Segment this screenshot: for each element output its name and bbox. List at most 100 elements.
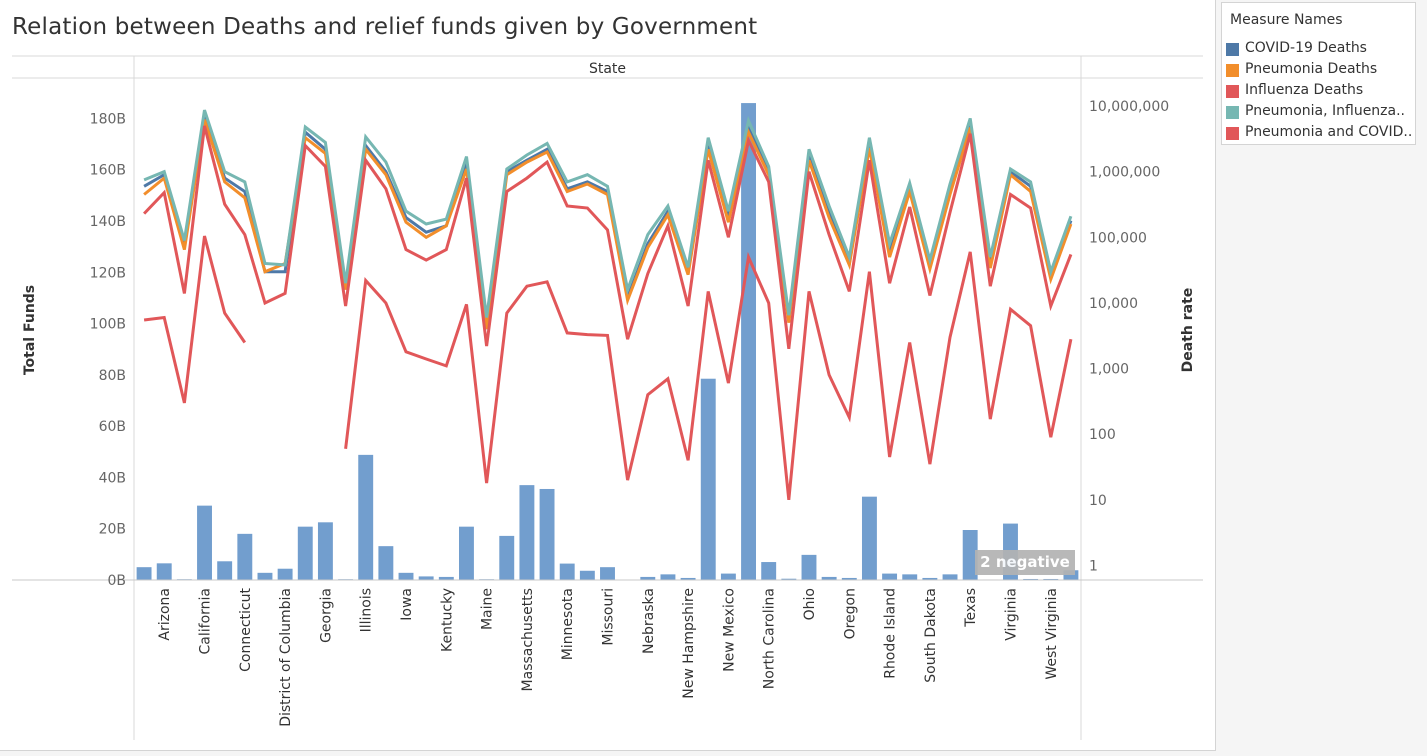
bar — [237, 533, 253, 580]
bar — [720, 573, 736, 580]
series-line — [143, 235, 247, 404]
right-tick-label: 10,000,000 — [1089, 99, 1169, 115]
x-tick-label: West Virginia — [1044, 588, 1060, 680]
x-tick-label: South Dakota — [923, 588, 939, 683]
right-tick-label: 100 — [1089, 427, 1116, 443]
legend-label: Pneumonia Deaths — [1245, 61, 1378, 77]
bar — [438, 576, 454, 580]
bar — [801, 554, 817, 580]
bar — [519, 485, 535, 580]
bar — [499, 535, 515, 580]
bar — [700, 378, 716, 580]
series-line — [143, 125, 1073, 349]
x-tick-label: Nebraska — [641, 588, 657, 654]
x-tick-label: Virginia — [1003, 588, 1019, 641]
bar — [136, 567, 152, 580]
bar — [197, 505, 212, 580]
bar — [358, 454, 374, 580]
x-tick-label: Illinois — [359, 588, 375, 632]
bars — [136, 103, 1079, 581]
right-tick-label: 10,000 — [1089, 296, 1138, 312]
series-line — [143, 115, 1073, 330]
bar — [378, 546, 394, 580]
left-tick-label: 60B — [99, 419, 126, 435]
chart-area[interactable]: State 0B 20B 40B 60B 80B 100B 120B 140B 160B 180B 1… — [0, 0, 1215, 750]
legend-label: Pneumonia, Influenza.. — [1245, 103, 1406, 119]
bar — [821, 576, 837, 580]
bar — [861, 496, 877, 580]
bar — [1043, 578, 1059, 580]
legend-label: Influenza Deaths — [1245, 82, 1364, 98]
x-tick-label: Rhode Island — [883, 588, 899, 679]
right-tick-label: 1 — [1089, 558, 1098, 574]
legend-item-pneumonia-and-covid[interactable]: Pneumonia and COVID.. — [1226, 124, 1412, 144]
legend-item-pneumonia-influenza[interactable]: Pneumonia, Influenza.. — [1226, 103, 1412, 123]
legend-swatch — [1226, 43, 1239, 56]
legend-item-covid-deaths[interactable]: COVID-19 Deaths — [1226, 40, 1412, 60]
bar — [922, 577, 938, 580]
x-tick-label: Ohio — [802, 588, 818, 620]
bar — [559, 563, 575, 580]
x-tick-label: District of Columbia — [278, 588, 294, 727]
bar — [1023, 578, 1039, 580]
bar — [600, 567, 615, 580]
bar — [741, 103, 756, 581]
x-tick-label: Texas — [963, 588, 979, 628]
bar — [418, 576, 434, 580]
x-tick-label: Minnesota — [560, 588, 576, 660]
legend-label: Pneumonia and COVID.. — [1245, 124, 1411, 140]
negative-values-badge[interactable]: 2 negative — [975, 550, 1075, 575]
legend-swatch — [1226, 85, 1239, 98]
bar — [317, 522, 333, 580]
bar — [882, 573, 898, 580]
x-tick-label: Connecticut — [238, 587, 254, 671]
column-header-state: State — [589, 61, 626, 77]
x-tick-label: California — [198, 588, 214, 654]
lines — [143, 109, 1073, 500]
bar — [781, 578, 797, 580]
left-tick-label: 80B — [99, 368, 126, 384]
legend-swatch — [1226, 106, 1239, 119]
bar — [841, 577, 857, 580]
legend-swatch — [1226, 64, 1239, 77]
x-tick-label: New Hampshire — [681, 588, 697, 699]
series-line — [143, 109, 1073, 318]
left-tick-label: 100B — [90, 317, 126, 333]
bar — [398, 572, 414, 580]
bar — [156, 563, 172, 580]
series-line — [143, 119, 1073, 330]
x-tick-label: Oregon — [842, 588, 858, 639]
x-tick-label: New Mexico — [721, 588, 737, 672]
legend-label: COVID-19 Deaths — [1245, 40, 1367, 56]
bar — [902, 574, 918, 580]
bar — [277, 568, 293, 580]
bar — [459, 526, 474, 580]
bar — [942, 574, 958, 580]
axes: State 0B 20B 40B 60B 80B 100B 120B 140B 160B 180B 1… — [12, 55, 1203, 740]
chart-title: Relation between Deaths and relief funds… — [12, 14, 758, 40]
legend[interactable]: Measure Names COVID-19 Deaths Pneumonia … — [1221, 2, 1416, 145]
bar — [640, 576, 656, 580]
y2-axis-title: Death rate — [1180, 288, 1196, 373]
bar — [217, 561, 233, 580]
y-axis-title: Total Funds — [22, 285, 38, 375]
right-tick-label: 100,000 — [1089, 230, 1147, 246]
bar — [297, 526, 313, 580]
legend-item-pneumonia-deaths[interactable]: Pneumonia Deaths — [1226, 61, 1412, 81]
legend-swatch — [1226, 127, 1239, 140]
left-tick-label: 160B — [90, 163, 126, 179]
left-tick-label: 180B — [90, 111, 126, 127]
right-tick-label: 10 — [1089, 493, 1107, 509]
x-tick-label: Georgia — [318, 588, 334, 643]
x-tick-label: Arizona — [157, 588, 173, 641]
left-tick-label: 40B — [99, 470, 126, 486]
bar — [680, 577, 696, 580]
x-tick-label: Missouri — [601, 588, 617, 646]
right-tick-label: 1,000,000 — [1089, 165, 1160, 181]
x-tick-label: Maine — [480, 588, 496, 630]
legend-item-influenza-deaths[interactable]: Influenza Deaths — [1226, 82, 1412, 102]
legend-title: Measure Names — [1230, 12, 1343, 28]
bar — [660, 574, 676, 580]
right-tick-label: 1,000 — [1089, 362, 1129, 378]
bar — [257, 572, 273, 580]
